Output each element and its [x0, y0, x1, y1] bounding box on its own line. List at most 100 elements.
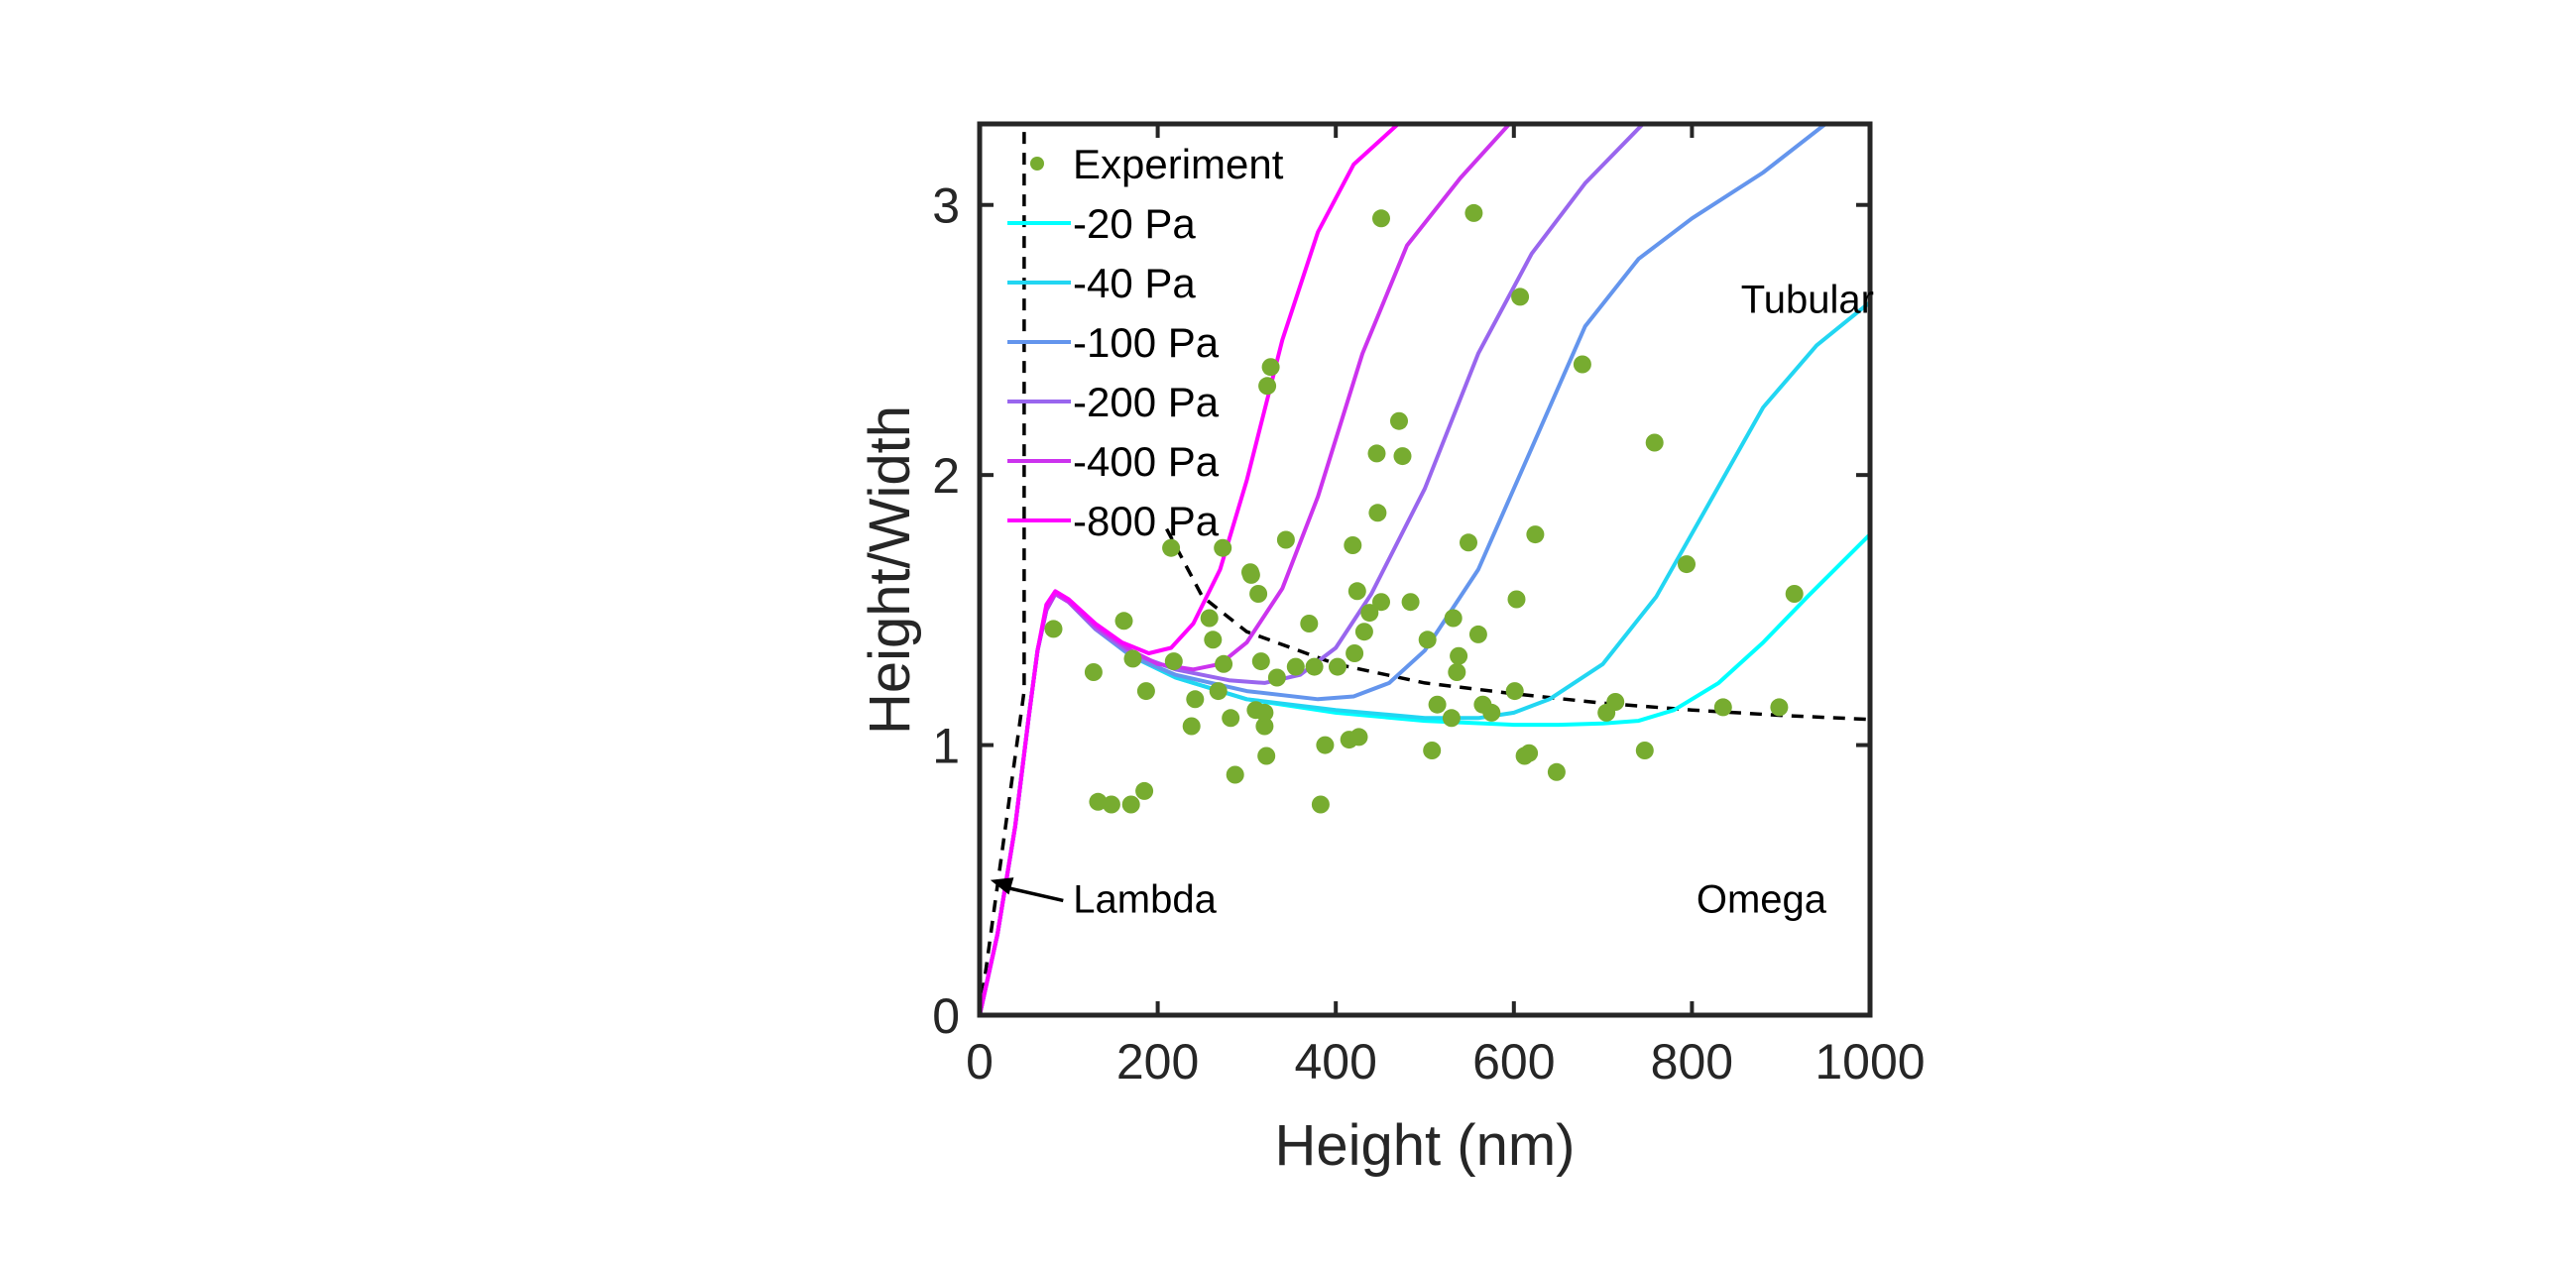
scatter-point — [1460, 533, 1477, 552]
scatter-point — [1393, 447, 1412, 466]
y-tick-label: 3 — [932, 178, 960, 234]
legend-entry-800-pa: -800 Pa — [1007, 498, 1220, 544]
scatter-point — [1251, 652, 1270, 671]
scatter-point — [1267, 668, 1286, 687]
boundary-lambda-boundary — [980, 124, 1026, 1015]
scatter-point — [1547, 762, 1566, 781]
scatter-point — [1372, 593, 1390, 612]
legend-entry-100-pa: -100 Pa — [1007, 319, 1220, 366]
scatter-point — [1678, 555, 1696, 574]
scatter-point — [1448, 663, 1466, 681]
scatter-point — [1102, 795, 1120, 814]
scatter-point — [1316, 736, 1335, 754]
axis-ticks: 0 200 400 600 800 1000 0 1 2 3 — [932, 124, 1926, 1090]
boundary-omega-tubular-boundary — [1165, 527, 1870, 722]
scatter-point — [1255, 703, 1274, 722]
legend-label: -200 Pa — [1073, 379, 1220, 425]
scatter-point — [1300, 615, 1319, 632]
scatter-point — [1241, 565, 1260, 584]
scatter-point — [1464, 203, 1483, 222]
legend-entry-20-pa: -20 Pa — [1007, 200, 1196, 247]
x-tick-label: 0 — [966, 1034, 994, 1090]
scatter-point — [1390, 411, 1408, 430]
scatter-point — [1209, 682, 1228, 701]
scatter-point — [1186, 690, 1205, 709]
scatter-point — [1511, 287, 1530, 306]
legend-entry-40-pa: -40 Pa — [1007, 260, 1196, 306]
scatter-point — [1305, 657, 1324, 676]
scatter-point — [1444, 609, 1463, 628]
legend-entry-400-pa: -400 Pa — [1007, 438, 1220, 485]
scatter-point — [1401, 593, 1420, 612]
scatter-point — [1354, 623, 1373, 641]
scatter-point — [1255, 717, 1274, 736]
scatter-point — [1257, 746, 1276, 765]
x-tick-label: 600 — [1472, 1034, 1555, 1090]
scatter-point — [1200, 609, 1219, 628]
scatter-point — [1123, 649, 1142, 668]
x-tick-label: 400 — [1294, 1034, 1376, 1090]
scatter-point — [1346, 644, 1364, 662]
scatter-point — [1423, 742, 1442, 759]
scatter-point — [1635, 742, 1654, 759]
scatter-point — [1442, 709, 1461, 728]
y-tick-label: 2 — [932, 448, 960, 504]
legend-label: -400 Pa — [1073, 438, 1220, 485]
scatter-point — [1226, 765, 1244, 784]
scatter-point — [1329, 657, 1347, 676]
scatter-point — [1507, 590, 1526, 609]
scatter-point — [1713, 698, 1732, 717]
scatter-point — [1276, 530, 1295, 549]
scatter-point — [1372, 209, 1390, 228]
plot-area — [980, 124, 1870, 1015]
scatter-point — [1468, 625, 1487, 643]
annotation-tubular: Tubular — [1741, 279, 1874, 322]
x-axis-label: Height (nm) — [1275, 1113, 1576, 1178]
scatter-point — [1311, 795, 1330, 814]
scatter-point — [1349, 728, 1368, 746]
annotation-arrow-shaft — [1003, 885, 1064, 903]
x-tick-label: 200 — [1116, 1034, 1199, 1090]
scatter-point — [1428, 695, 1447, 714]
legend-label: -100 Pa — [1073, 319, 1220, 366]
scatter-point — [1645, 433, 1664, 452]
scatter-point — [1164, 652, 1183, 671]
scatter-point — [1162, 538, 1181, 557]
scatter-point — [1347, 582, 1366, 601]
scatter-point — [1520, 744, 1539, 762]
scatter-point — [1258, 377, 1277, 396]
scatter-point — [1286, 657, 1305, 676]
scatter-point — [1136, 682, 1155, 701]
annotations: Tubular Omega Lambda — [990, 279, 1874, 921]
scatter-point — [1214, 538, 1232, 557]
legend-label: Experiment — [1073, 141, 1284, 187]
legend: Experiment -20 Pa -40 Pa -100 Pa -200 Pa -400… — [1007, 141, 1284, 544]
scatter-point — [1204, 631, 1223, 649]
scatter-point — [1606, 693, 1625, 711]
scatter-point — [1368, 504, 1387, 522]
axes-box — [977, 121, 1873, 1018]
scatter-point — [1482, 703, 1501, 722]
scatter-point — [1344, 536, 1362, 554]
scatter-point — [1573, 355, 1591, 374]
scatter-point — [1084, 663, 1103, 681]
y-axis-label: Height/Width — [858, 405, 922, 735]
annotation-lambda: Lambda — [1073, 877, 1217, 921]
y-tick-label: 1 — [932, 719, 960, 774]
legend-label: -800 Pa — [1073, 498, 1220, 544]
scatter-point — [1222, 709, 1240, 728]
scatter-point — [1367, 444, 1386, 463]
scatter-point — [1785, 585, 1804, 603]
scatter-point — [1450, 646, 1468, 665]
legend-label: -40 Pa — [1073, 260, 1196, 306]
scatter-point — [1044, 620, 1063, 638]
scatter-point — [1418, 631, 1437, 649]
scatter-point — [1114, 612, 1133, 631]
scatter-point — [1505, 682, 1524, 701]
annotation-omega: Omega — [1697, 877, 1827, 921]
scatter-point — [1261, 358, 1280, 377]
y-tick-label: 0 — [932, 988, 960, 1044]
legend-entry-200-pa: -200 Pa — [1007, 379, 1220, 425]
